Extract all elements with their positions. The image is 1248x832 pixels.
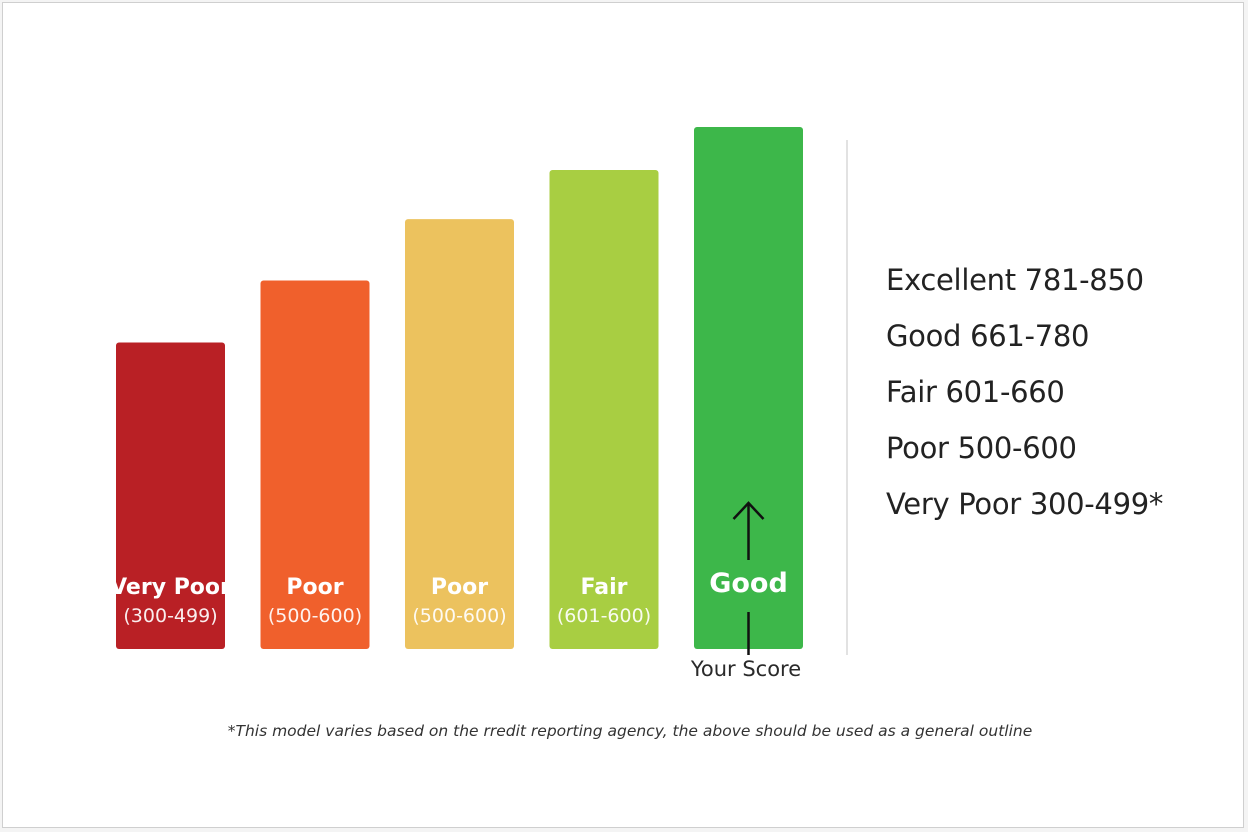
bar-label-1: Very Poor (110, 575, 231, 600)
legend-item-excellent: Excellent 781-850 (886, 263, 1144, 297)
legend-item-poor: Poor 500-600 (886, 431, 1077, 465)
bar-1 (116, 342, 225, 649)
legend-item-fair: Fair 601-660 (886, 375, 1065, 409)
bar-4 (549, 169, 659, 650)
divider-line (846, 140, 848, 655)
legend-item-good: Good 661-780 (886, 319, 1090, 353)
bar-3 (405, 219, 514, 649)
footnote: *This model varies based on the rredit r… (227, 722, 1033, 740)
bar-range-4: (601-600) (557, 605, 651, 627)
bar-range-1: (300-499) (123, 605, 217, 627)
your-score-label: Your Score (690, 657, 802, 681)
bar-range-2: (500-600) (268, 605, 362, 627)
legend-item-very-poor: Very Poor 300-499* (886, 487, 1164, 521)
bar-label-3: Poor (431, 575, 488, 600)
bar-2 (260, 280, 370, 649)
score-legend: Excellent 781-850 Good 661-780 Fair 601-… (886, 258, 1236, 538)
bar-label-4: Fair (581, 575, 628, 600)
bar-label-5: Good (709, 568, 788, 599)
bar-label-2: Poor (286, 575, 343, 600)
arrow-up-icon (732, 501, 765, 655)
bar-range-3: (500-600) (412, 605, 506, 627)
bar-5 (694, 127, 803, 649)
